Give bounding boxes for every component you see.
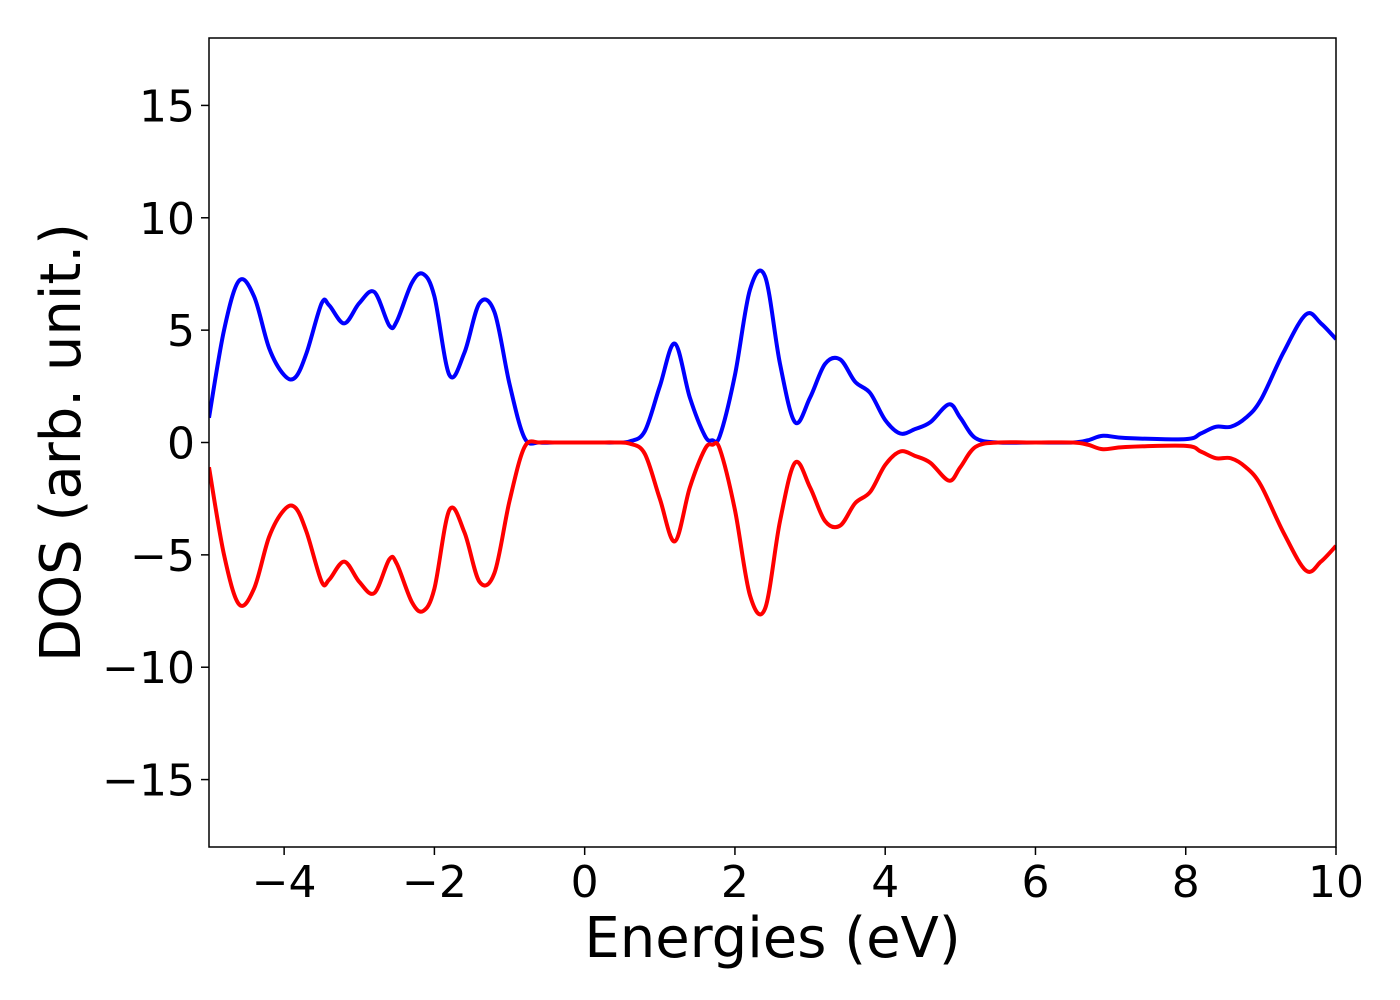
x-tick-label: 2: [721, 857, 749, 908]
series-line-spin-up: [209, 268, 1336, 446]
x-tick-label: 6: [1021, 857, 1049, 908]
y-tick-label: −5: [130, 531, 195, 582]
y-tick-label: 0: [167, 419, 195, 470]
x-tick-label: 8: [1172, 857, 1200, 908]
y-tick-label: −15: [102, 756, 195, 807]
x-tick-label: 0: [571, 857, 599, 908]
x-tick-label: −2: [402, 857, 467, 908]
y-tick-label: 10: [139, 194, 195, 245]
y-tick-label: 15: [139, 81, 195, 132]
x-tick-label: 4: [871, 857, 899, 908]
x-axis-label: Energies (eV): [584, 906, 960, 971]
series-layer: [209, 268, 1336, 617]
y-tick-label: −10: [102, 643, 195, 694]
plot-frame: [208, 37, 1337, 848]
series-line-spin-down: [209, 439, 1336, 617]
y-axis-label: DOS (arb. unit.): [29, 223, 94, 662]
ticks-layer: −4 −2 0 2 4 6 8 10 15 10 5 0 −5 −10 −15: [102, 81, 1364, 908]
y-tick-label: 5: [167, 306, 195, 357]
x-tick-label: 10: [1308, 857, 1364, 908]
x-tick-label: −4: [252, 857, 317, 908]
